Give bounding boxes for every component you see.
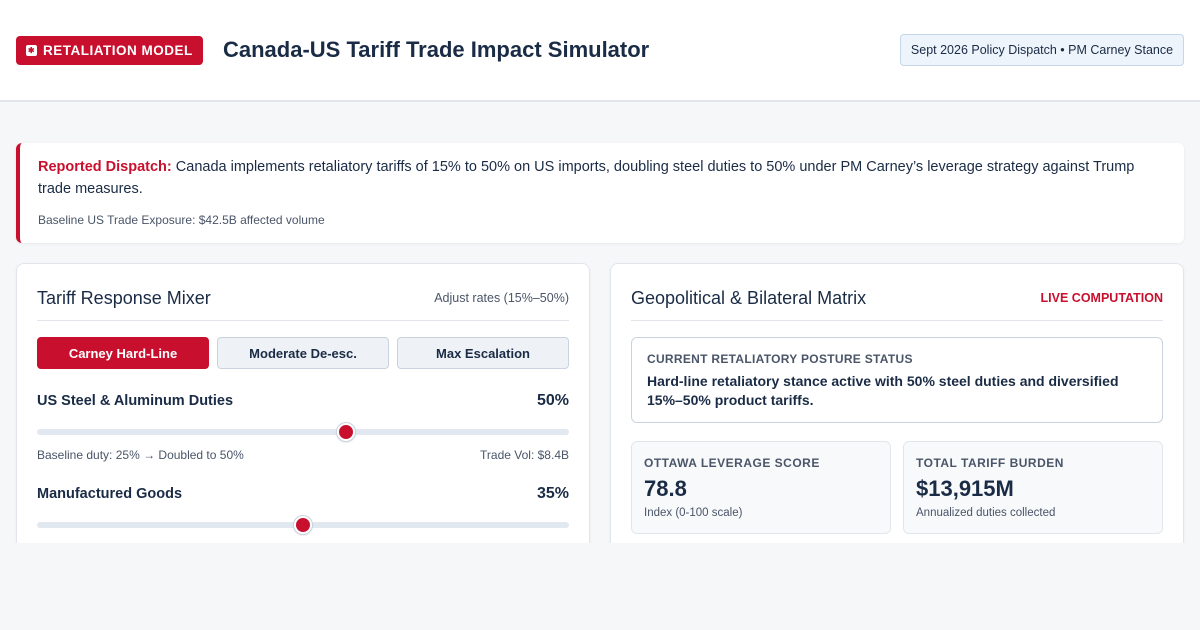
- manufactured-goods-value: 35%: [536, 485, 569, 502]
- tariff-burden-card: TOTAL TARIFF BURDEN $13,915M Annualized …: [903, 441, 1163, 534]
- top-bar: ✱ RETALIATION MODEL Canada-US Tariff Tra…: [0, 0, 1200, 102]
- posture-body: Hard-line retaliatory stance active with…: [647, 373, 1119, 408]
- live-computation-label: LIVE COMPUTATION: [1040, 291, 1163, 305]
- badge-label: RETALIATION MODEL: [43, 43, 193, 58]
- preset-max-escalation-button[interactable]: Max Escalation: [397, 337, 569, 369]
- geopolitical-matrix-panel: Geopolitical & Bilateral Matrix LIVE COM…: [610, 263, 1184, 543]
- leverage-score-caption: Index (0-100 scale): [644, 507, 743, 519]
- steel-duties-label: US Steel & Aluminum Duties: [37, 393, 234, 409]
- divider: [37, 320, 569, 321]
- dispatch-tag: Sept 2026 Policy Dispatch • PM Carney St…: [900, 34, 1184, 66]
- tariff-mixer-panel: Tariff Response Mixer Adjust rates (15%–…: [16, 263, 590, 543]
- steel-duties-note: Baseline duty: 25% → Doubled to 50%: [37, 448, 244, 462]
- retaliation-model-badge: ✱ RETALIATION MODEL: [16, 36, 203, 65]
- tariff-burden-heading: TOTAL TARIFF BURDEN: [916, 456, 1064, 470]
- mixer-range-note: Adjust rates (15%–50%): [434, 291, 569, 305]
- steel-duties-trade-volume: Trade Vol: $8.4B: [480, 448, 569, 462]
- tariff-burden-value: $13,915M: [916, 476, 1014, 501]
- preset-moderate-de-esc-button[interactable]: Moderate De-esc.: [217, 337, 389, 369]
- matrix-title: Geopolitical & Bilateral Matrix: [631, 288, 867, 308]
- alert-lead: Reported Dispatch:: [38, 159, 172, 175]
- baseline-exposure: Baseline US Trade Exposure: $42.5B affec…: [38, 213, 325, 227]
- posture-status-card: CURRENT RETALIATORY POSTURE STATUS Hard-…: [631, 337, 1163, 423]
- preset-carney-hard-line-button[interactable]: Carney Hard-Line: [37, 337, 209, 369]
- page-title: Canada-US Tariff Trade Impact Simulator: [223, 37, 650, 62]
- alert-body: Canada implements retaliatory tariffs of…: [38, 159, 1135, 197]
- manufactured-goods-label: Manufactured Goods: [37, 486, 183, 502]
- leverage-score-value: 78.8: [644, 476, 687, 501]
- manufactured-goods-slider-thumb[interactable]: [294, 516, 312, 534]
- steel-duties-value: 50%: [536, 392, 569, 409]
- dispatch-alert: Reported Dispatch: Canada implements ret…: [16, 143, 1184, 243]
- alert-text: Reported Dispatch: Canada implements ret…: [38, 156, 1166, 200]
- steel-duties-slider-thumb[interactable]: [336, 423, 355, 441]
- panels-viewport: Tariff Response Mixer Adjust rates (15%–…: [0, 243, 1200, 543]
- steel-duties-slider[interactable]: [37, 423, 569, 441]
- mixer-title: Tariff Response Mixer: [37, 288, 211, 308]
- divider: [631, 320, 1163, 321]
- leverage-score-heading: OTTAWA LEVERAGE SCORE: [644, 456, 820, 470]
- manufactured-goods-slider[interactable]: [37, 516, 569, 534]
- tariff-burden-caption: Annualized duties collected: [916, 507, 1056, 519]
- posture-heading: CURRENT RETALIATORY POSTURE STATUS: [647, 352, 913, 366]
- canada-flag-icon: ✱: [26, 45, 37, 56]
- leverage-score-card: OTTAWA LEVERAGE SCORE 78.8 Index (0-100 …: [631, 441, 891, 534]
